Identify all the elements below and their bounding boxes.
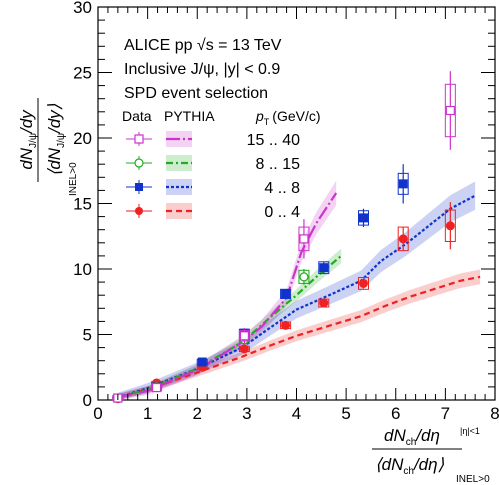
- data-point: [239, 344, 249, 354]
- pythia-band: [117, 248, 342, 400]
- annotation-line3: SPD event selection: [124, 85, 268, 102]
- data-point: [445, 105, 455, 116]
- data-point: [445, 221, 455, 231]
- xlabel-num-side: |η|<1: [460, 426, 480, 436]
- data-point: [239, 331, 249, 341]
- legend-pt-main: p: [255, 108, 264, 124]
- data-point: [299, 272, 309, 282]
- data-point: [358, 213, 368, 223]
- ylabel-num-tail: /dy: [17, 109, 36, 134]
- legend-marker: [135, 183, 143, 191]
- legend-band: [166, 155, 192, 171]
- axis-tick-labels: 0 1 2 3 4 5 6 7 8 0 5 10 15 20 25 30: [73, 0, 499, 423]
- legend-marker: [135, 207, 143, 215]
- y-axis-label: dNJ/ψ/dy ⟨dNJ/ψ/dy⟩ INEL>0: [17, 98, 79, 196]
- pythia-curve: [117, 194, 476, 399]
- y-tick-label: 30: [73, 0, 92, 17]
- svg-text:dNch/dη: dNch/dη: [384, 426, 440, 448]
- xlabel-den-sub: ch: [403, 466, 414, 477]
- legend-label: 0 .. 4: [264, 204, 300, 221]
- ylabel-den-sub: J/ψ: [56, 133, 67, 148]
- x-axis-label: dNch/dη |η|<1 ⟨dNch/dη⟩ INEL>0: [372, 426, 490, 485]
- legend-pt-unit: (GeV/c): [272, 108, 320, 124]
- x-tick-label: 6: [391, 404, 400, 423]
- xlabel-num-sub: ch: [406, 437, 417, 448]
- legend-label: 15 .. 40: [247, 132, 300, 149]
- x-tick-label: 3: [242, 404, 251, 423]
- data-point: [319, 298, 329, 308]
- x-tick-label: 4: [292, 404, 301, 423]
- legend: 15 .. 40 8 .. 15 4 .. 8 0 .. 4: [126, 131, 300, 221]
- x-tick-label: 7: [441, 404, 450, 423]
- pythia-curves: [117, 192, 481, 399]
- data-point: [319, 263, 329, 273]
- data-point: [281, 289, 291, 299]
- legend-col-data: Data: [122, 108, 152, 124]
- svg-text:⟨dNJ/ψ/dy⟩: ⟨dNJ/ψ/dy⟩: [45, 103, 67, 176]
- data-point: [197, 357, 207, 367]
- x-tick-label: 1: [143, 404, 152, 423]
- legend-pt-sub: T: [264, 117, 270, 127]
- pythia-band: [117, 180, 337, 400]
- annotation-line1: ALICE pp √s = 13 TeV: [124, 37, 282, 54]
- ylabel-num-sub: J/ψ: [28, 133, 39, 148]
- x-tick-label: 8: [490, 404, 499, 423]
- pythia-curve: [117, 275, 481, 399]
- xlabel-den-side: INEL>0: [456, 474, 490, 485]
- ylabel-side: INEL>0: [68, 162, 79, 196]
- y-tick-label: 5: [83, 326, 92, 345]
- y-tick-label: 15: [73, 195, 92, 214]
- ylabel-den: ⟨dN: [45, 147, 64, 176]
- y-tick-label: 20: [73, 129, 92, 148]
- data-point: [281, 320, 291, 330]
- pythia-curve: [117, 192, 338, 399]
- xlabel-den-tail: /dη⟩: [413, 455, 445, 474]
- legend-marker: [134, 158, 144, 168]
- legend-col-pythia: PYTHIA: [164, 108, 215, 124]
- svg-text:⟨dNch/dη⟩: ⟨dNch/dη⟩: [375, 455, 445, 477]
- xlabel-num-tail: /dη: [415, 426, 440, 445]
- annotation-line2: Inclusive J/ψ, |y| < 0.9: [124, 61, 280, 78]
- data-point: [151, 382, 162, 393]
- x-tick-label: 2: [193, 404, 202, 423]
- data-point: [358, 278, 368, 288]
- data-point: [398, 234, 408, 244]
- data-point: [398, 179, 408, 189]
- systematic-box: [357, 277, 369, 290]
- y-tick-label: 25: [73, 64, 92, 83]
- ylabel-num: dN: [17, 147, 36, 169]
- xlabel-num: dN: [384, 426, 406, 445]
- ylabel-den-tail: /dy⟩: [45, 103, 64, 134]
- y-tick-label: 0: [83, 391, 92, 410]
- legend-marker: [134, 134, 144, 144]
- legend-label: 4 .. 8: [264, 180, 300, 197]
- axis-ticks: [97, 6, 496, 401]
- legend-label: 8 .. 15: [256, 156, 301, 173]
- data-point: [299, 234, 309, 244]
- legend-col-pt: pT (GeV/c): [255, 108, 321, 127]
- xlabel-den: ⟨dN: [375, 455, 404, 474]
- x-tick-label: 0: [93, 404, 102, 423]
- svg-text:dNJ/ψ/dy: dNJ/ψ/dy: [17, 109, 39, 170]
- x-tick-label: 5: [341, 404, 350, 423]
- y-tick-label: 10: [73, 260, 92, 279]
